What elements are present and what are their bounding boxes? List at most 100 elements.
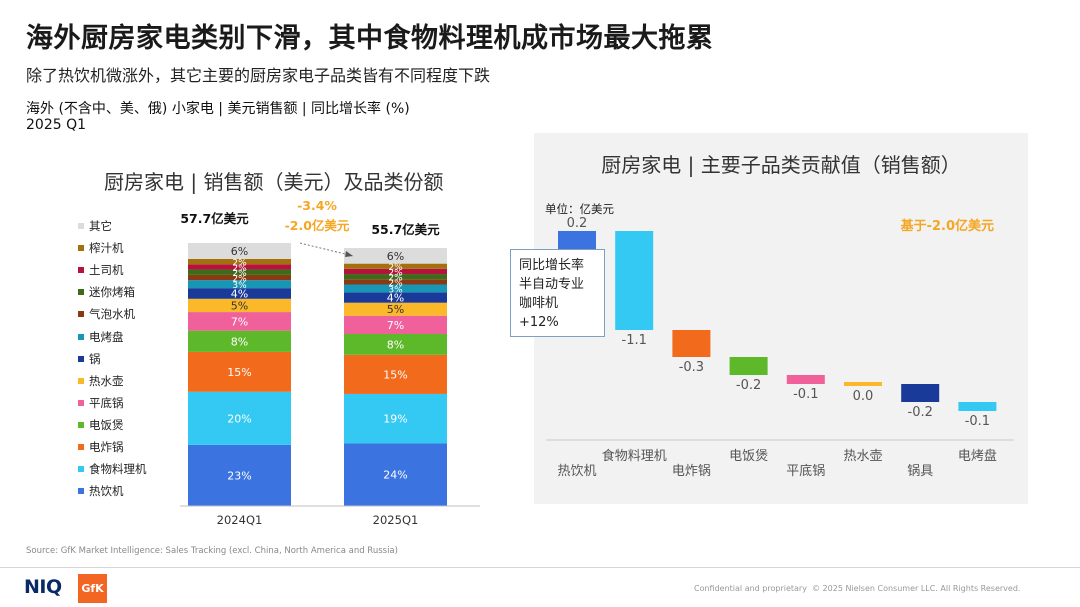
segment-label: 8% [231, 335, 248, 348]
bar-segment [188, 298, 291, 313]
segment-label: 6% [387, 250, 404, 263]
legend-swatch [78, 488, 84, 495]
waterfall-category-label: 锅具 [907, 463, 933, 479]
segment-label: 2% [232, 275, 247, 285]
waterfall-chart: 0.2 热饮机 -1.1 食物料理机 -0.3 电炸锅 -0.2 电饭煲 -0.1 平底锅 0.0 热… [546, 216, 1014, 479]
niq-logo: NIQ [24, 576, 62, 598]
data-period: 2025 Q1 [26, 117, 87, 133]
segment-label: 20% [227, 412, 251, 425]
segment-label: 2% [388, 268, 403, 278]
waterfall-value-label: -0.3 [679, 360, 704, 375]
bar-segment [188, 391, 291, 445]
waterfall-category-label: 热饮机 [557, 464, 596, 479]
waterfall-value-label: 0.2 [567, 216, 588, 231]
page-title: 海外厨房家电类别下滑，其中食物料理机成市场最大拖累 [26, 23, 714, 54]
bar-total-label: 57.7亿美元 [180, 211, 249, 226]
legend-swatch [78, 399, 84, 406]
waterfall-value-label: -0.1 [965, 414, 990, 429]
bar-segment [344, 263, 447, 269]
arrow-line [299, 242, 354, 257]
waterfall-bar [901, 384, 940, 402]
segment-label: 15% [383, 368, 407, 381]
legend-swatch [78, 466, 84, 473]
bar-segment [344, 248, 447, 264]
segment-label: 6% [231, 245, 248, 258]
legend-label: 迷你烤箱 [89, 285, 135, 300]
waterfall-bar [786, 375, 825, 384]
bar-segment [344, 279, 447, 285]
bar-segment [188, 444, 291, 506]
segment-label: 5% [387, 303, 404, 316]
bar-total-label: 55.7亿美元 [371, 222, 440, 237]
waterfall-base-note: 基于-2.0亿美元 [900, 219, 994, 234]
data-scope: 海外 (不含中、美、俄) 小家电 | 美元销售额 | 同比增长率 (%) [26, 101, 410, 117]
waterfall-panel: 0.2 热饮机 -1.1 食物料理机 -0.3 电炸锅 -0.2 电饭煲 -0.1 平底锅 0.0 热… [510, 133, 1028, 504]
legend-label: 电炸锅 [89, 440, 124, 454]
waterfall-category-label: 食物料理机 [602, 448, 667, 464]
segment-label: 7% [231, 315, 248, 328]
segment-label: 2% [232, 269, 247, 279]
bar-segment [344, 274, 447, 280]
source-note: Source: GfK Market Intelligence: Sales T… [26, 546, 398, 556]
bar-segment [188, 243, 291, 259]
change-percent-label: -3.4% [297, 200, 337, 213]
change-arrow [299, 242, 354, 257]
legend-item: 其它 [78, 219, 112, 233]
bar-segment [344, 315, 447, 334]
bar-segment [344, 393, 447, 444]
legend-item: 热水壶 [78, 374, 124, 388]
legend-label: 土司机 [89, 263, 124, 278]
waterfall-value-label: -0.2 [736, 378, 761, 393]
legend-swatch [78, 245, 84, 252]
legend-label: 电饭煲 [89, 417, 124, 432]
legend-item: 榨汁机 [78, 241, 124, 255]
bar-segment [188, 330, 291, 352]
legend-item: 热饮机 [78, 484, 124, 498]
copyright-note: © 2025 Nielsen Consumer LLC. All Rights … [812, 584, 1021, 593]
stacked-chart-title: 厨房家电 | 销售额（美元）及品类份额 [104, 170, 444, 194]
legend-item: 锅 [78, 352, 101, 366]
legend-item: 电炸锅 [78, 440, 124, 454]
legend-swatch [78, 333, 84, 340]
callout-line: 咖啡机 [519, 296, 559, 311]
callout-line: 半自动专业 [519, 277, 585, 292]
segment-label: 7% [387, 319, 404, 332]
callout-line: +12% [519, 315, 559, 330]
footer-divider [0, 567, 1080, 568]
segment-label: 2% [388, 274, 403, 284]
segment-label: 24% [383, 469, 407, 482]
arrow-head [345, 251, 353, 257]
legend-swatch [78, 223, 84, 229]
segment-label: 3% [232, 281, 247, 291]
segment-label: 5% [231, 299, 248, 312]
waterfall-bar [672, 330, 711, 357]
bar-segment [344, 292, 447, 303]
bar-segment [188, 351, 291, 392]
legend-item: 迷你烤箱 [78, 285, 135, 299]
waterfall-category-label: 电饭煲 [729, 448, 768, 464]
legend-item: 电饭煲 [78, 418, 124, 432]
segment-label: 4% [387, 292, 404, 305]
bar-segment [188, 264, 291, 270]
bar-segment [188, 280, 291, 289]
waterfall-bar [558, 231, 596, 249]
bar-segment [188, 274, 291, 281]
waterfall-unit: 单位：亿美元 [545, 202, 614, 216]
gfk-logo: GfK [78, 574, 107, 603]
legend-item: 气泡水机 [78, 307, 135, 321]
bar-segment [188, 288, 291, 299]
waterfall-value-label: 0.0 [853, 389, 874, 404]
stacked-bar-chart: 23%20%15%8%7%5%4%3%2%2%2%2%6%2024Q157.7亿… [180, 200, 480, 527]
legend-swatch [78, 355, 84, 362]
waterfall-category-label: 电炸锅 [672, 463, 711, 479]
waterfall-value-label: -1.1 [622, 333, 647, 348]
segment-label: 2% [388, 279, 403, 289]
bar-segment [344, 302, 447, 316]
legend-item: 平底锅 [78, 396, 124, 410]
legend-swatch [78, 267, 84, 274]
x-tick-label: 2024Q1 [217, 513, 263, 527]
waterfall-bar [844, 382, 882, 386]
segment-label: 15% [227, 366, 251, 379]
bar-segment [344, 443, 447, 506]
legend-item: 电烤盘 [78, 330, 124, 344]
